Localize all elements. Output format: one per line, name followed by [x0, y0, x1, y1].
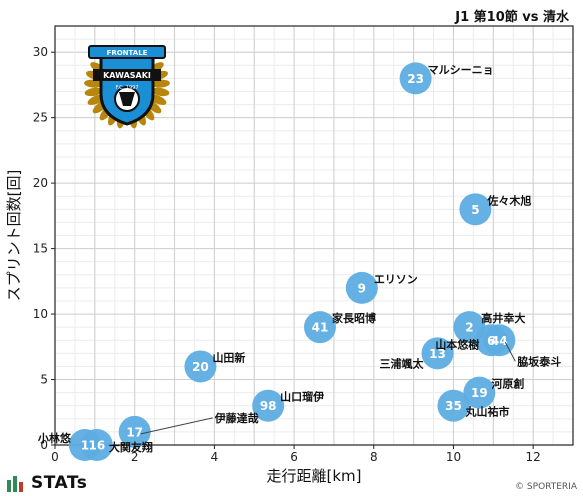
point-label-2: 高井幸大 [481, 311, 525, 325]
point-marker-17 [118, 415, 151, 448]
point-number-98: 98 [260, 399, 277, 413]
point-label-35: 丸山祐市 [464, 405, 509, 419]
point-label-9: エリソン [374, 273, 418, 286]
point-label-5: 佐々木旭 [486, 193, 531, 207]
x-tick-label: 10 [446, 450, 461, 464]
stats-bars-icon [7, 476, 23, 492]
logo-top-text: FRONTALE [107, 49, 148, 57]
y-tick-label: 20 [33, 176, 48, 190]
point-label-23: マルシーニョ [428, 63, 494, 76]
label-leader-line [504, 342, 516, 362]
point-number-20: 20 [192, 360, 209, 374]
club-logo: FRONTALE KAWASAKI F.C. 1997 [84, 45, 170, 129]
label-leader-line [140, 417, 213, 435]
chart-header-title: J1 第10節 vs 清水 [455, 10, 569, 25]
point-marker-5 [459, 193, 492, 226]
plot-frame [54, 25, 574, 446]
x-tick-label: 4 [211, 450, 219, 464]
point-number-17: 17 [126, 425, 143, 439]
laurel-leaf [84, 87, 103, 97]
x-tick-label: 2 [131, 450, 139, 464]
point-label-6: 山本悠樹 [435, 337, 479, 351]
point-marker-98 [252, 389, 285, 422]
point-marker-1 [68, 429, 101, 461]
y-tick-label: 0 [40, 438, 48, 452]
point-marker-9 [345, 271, 378, 304]
y-tick-label: 15 [33, 242, 48, 256]
point-label-17: 伊藤達哉 [214, 411, 259, 425]
point-marker-20 [184, 350, 217, 383]
y-tick-label: 30 [33, 45, 48, 59]
point-label-19: 河原創 [491, 377, 524, 391]
point-label-98: 山口瑠伊 [280, 390, 324, 404]
x-tick-label: 8 [370, 450, 378, 464]
point-number-41: 41 [312, 321, 329, 335]
point-label-13: 三浦颯太 [380, 356, 425, 370]
logo-main-text: KAWASAKI [103, 71, 151, 80]
point-marker-19 [463, 376, 496, 409]
logo-ball-panel [119, 92, 135, 106]
point-number-6: 6 [487, 334, 495, 348]
logo-top-ribbon [88, 45, 166, 59]
point-marker-35 [437, 389, 470, 422]
point-number-19: 19 [471, 386, 488, 400]
y-tick-label: 5 [40, 373, 48, 387]
point-number-1: 1 [81, 439, 89, 453]
logo-sub-text: F.C. 1997 [115, 85, 138, 91]
point-label-16: 大関友翔 [109, 440, 153, 454]
point-marker-23 [399, 62, 432, 95]
point-number-16: 16 [88, 439, 105, 453]
y-tick-label: 10 [33, 307, 48, 321]
copyright-text: © SPORTERIA [515, 482, 577, 492]
point-number-5: 5 [471, 203, 479, 217]
x-axis-label: 走行距離[km] [266, 467, 361, 485]
point-number-23: 23 [407, 72, 424, 86]
point-marker-44 [483, 324, 516, 357]
point-marker-13 [421, 337, 454, 370]
y-axis-label: スプリント回数[回] [5, 170, 23, 302]
point-number-35: 35 [445, 399, 462, 413]
point-number-44: 44 [491, 334, 508, 348]
laurel-leaf [84, 79, 103, 88]
y-tick-label: 25 [33, 111, 48, 125]
point-number-9: 9 [358, 281, 366, 295]
logo-main-band [93, 69, 161, 81]
point-label-44: 脇坂泰斗 [517, 354, 561, 368]
x-tick-label: 12 [526, 450, 541, 464]
point-label-1: 小林悠 [37, 431, 72, 445]
point-label-20: 山田新 [212, 350, 245, 364]
laurel-leaf [151, 87, 170, 97]
x-tick-label: 0 [51, 450, 59, 464]
point-label-41: 家長昭博 [332, 311, 376, 325]
point-marker-41 [303, 311, 336, 344]
stats-brand-name: STATs [31, 473, 88, 493]
x-tick-label: 6 [290, 450, 298, 464]
stats-brand: STATs [6, 473, 87, 493]
laurel-leaf [151, 79, 170, 88]
point-number-2: 2 [465, 321, 473, 335]
point-number-13: 13 [429, 347, 446, 361]
